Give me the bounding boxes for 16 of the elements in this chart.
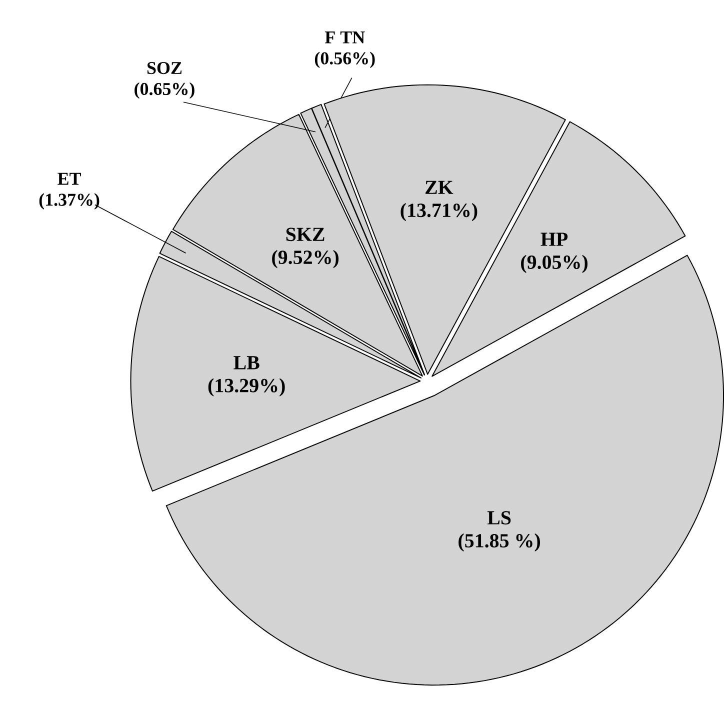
data-label: (9.52%)	[272, 250, 339, 268]
data-label: (13.71%)	[400, 203, 478, 222]
slice-label: LB	[234, 356, 260, 370]
slice-label: ZK	[425, 181, 454, 194]
slice-label: HP	[540, 232, 568, 246]
slice-label: LS	[487, 511, 511, 525]
data-label: (9.05%)	[521, 255, 588, 274]
data-label: (51.85 %)	[458, 534, 540, 552]
slice-label: F TN	[324, 32, 365, 44]
slice-label: SKZ	[286, 228, 324, 242]
data-label: (13.29%)	[208, 378, 285, 397]
data-label: (0.56%)	[314, 52, 375, 68]
slice-label: ET	[58, 173, 81, 185]
data-label: (0.65%)	[134, 82, 194, 99]
data-label: (1.37%)	[39, 193, 100, 210]
slice-label: SOZ	[147, 62, 182, 74]
